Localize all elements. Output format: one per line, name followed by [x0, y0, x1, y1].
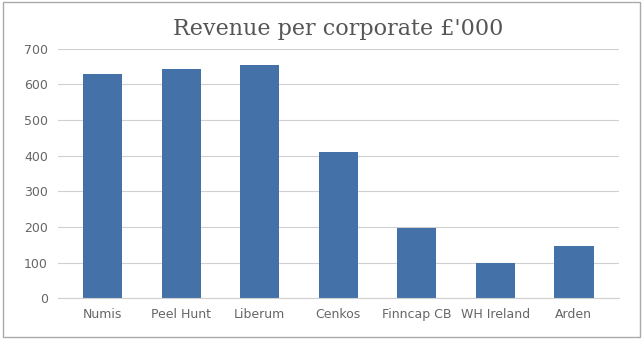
Bar	[319, 152, 358, 298]
Title: Revenue per corporate £'000: Revenue per corporate £'000	[173, 18, 503, 40]
Bar	[162, 69, 201, 298]
Bar	[554, 246, 593, 298]
Bar	[397, 228, 437, 298]
Bar	[83, 75, 122, 298]
Bar	[240, 65, 280, 298]
Bar	[476, 263, 515, 298]
